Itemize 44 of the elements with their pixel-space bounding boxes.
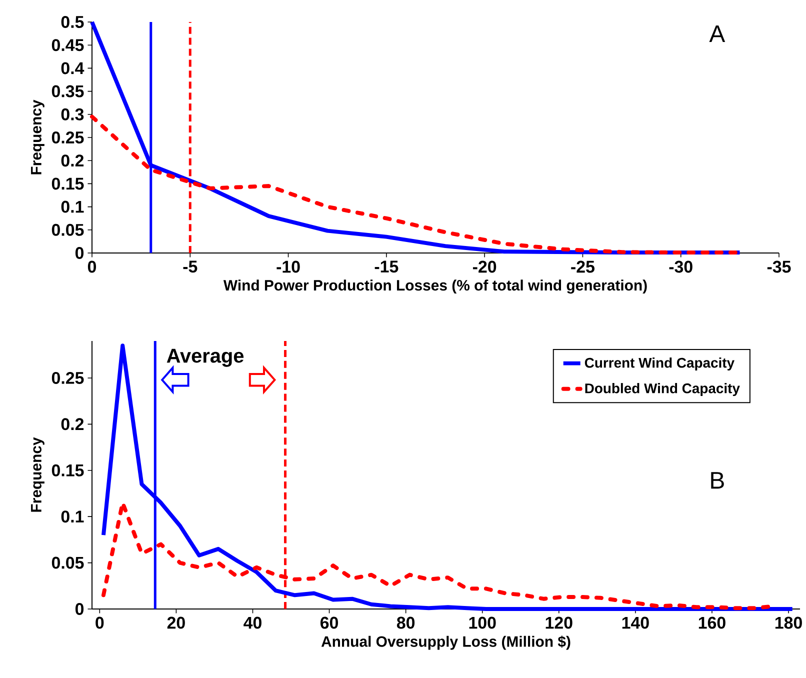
x-tick-label: 100: [469, 616, 496, 629]
x-axis-title: Wind Power Production Losses (% of total wind generation): [223, 280, 647, 294]
y-tick-label: 0.25: [52, 131, 84, 144]
y-tick-label: 0.35: [52, 85, 84, 98]
x-tick-label: 0: [96, 616, 104, 629]
x-tick-label: 80: [396, 616, 415, 629]
annotation: Average: [166, 348, 244, 367]
x-tick-label: 0: [88, 260, 96, 273]
x-tick-label: 160: [698, 616, 726, 629]
x-tick-label: 120: [546, 616, 572, 629]
y-tick-label: 0.15: [52, 178, 84, 190]
x-tick-label: -10: [276, 260, 300, 273]
y-tick-label: 0.4: [61, 62, 84, 74]
y-tick-label: 0.25: [52, 372, 84, 384]
x-axis-title: Annual Oversupply Loss (Million $): [321, 636, 570, 650]
y-axis-title: Frequency: [31, 100, 44, 174]
y-tick-label: 0.15: [52, 464, 84, 476]
y-tick-label: 0.3: [61, 108, 84, 120]
x-tick-label: -35: [767, 260, 791, 273]
legend-label: Doubled Wind Capacity: [585, 383, 740, 396]
y-tick-label: 0.2: [61, 154, 84, 167]
x-tick-label: 40: [244, 616, 262, 629]
x-tick-label: -30: [669, 260, 692, 273]
y-tick-label: 0.2: [61, 418, 84, 430]
x-tick-label: -15: [374, 260, 398, 273]
y-tick-label: 0.05: [52, 224, 84, 236]
y-axis-title: Frequency: [31, 437, 44, 512]
y-tick-label: 0.5: [61, 16, 84, 28]
x-tick-label: 180: [775, 616, 802, 629]
x-tick-label: -5: [183, 260, 198, 273]
x-tick-label: 20: [167, 616, 185, 629]
y-tick-label: 0.1: [61, 200, 84, 213]
annotation: B: [711, 472, 724, 489]
y-tick-label: 0: [75, 603, 84, 615]
y-tick-label: 0: [75, 246, 84, 259]
x-tick-label: -20: [472, 260, 496, 273]
y-tick-label: 0.1: [61, 510, 84, 523]
legend-label: Current Wind Capacity: [584, 358, 734, 371]
y-tick-label: 0.45: [52, 39, 84, 52]
x-tick-label: 60: [320, 616, 338, 629]
y-tick-label: 0.05: [52, 556, 84, 569]
x-tick-label: -25: [571, 260, 594, 273]
annotation: A: [709, 25, 726, 42]
x-tick-label: 140: [622, 616, 649, 629]
